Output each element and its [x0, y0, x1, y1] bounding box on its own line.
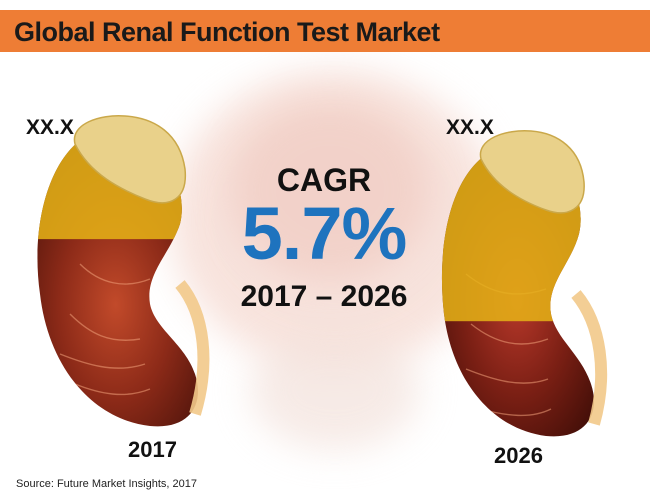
- title-bar: Global Renal Function Test Market: [0, 10, 650, 52]
- background-glow-lower: [250, 330, 420, 450]
- cagr-label: CAGR: [276, 162, 372, 198]
- source-note: Source: Future Market Insights, 2017: [16, 478, 197, 490]
- kidney-2017: [30, 114, 220, 432]
- page-title: Global Renal Function Test Market: [14, 17, 440, 47]
- cagr-value: 5.7%: [241, 192, 408, 275]
- cagr-period: 2017 – 2026: [240, 280, 408, 313]
- value-label-2026: XX.X: [446, 116, 494, 139]
- kidney-2017-graphic: [37, 115, 210, 427]
- kidney-2026-graphic: [441, 130, 608, 437]
- value-label-2017: XX.X: [26, 116, 74, 139]
- year-label-2017: 2017: [128, 437, 177, 462]
- background-glow-inner: [230, 100, 430, 280]
- year-label-2026: 2026: [494, 443, 543, 468]
- kidney-2026: [436, 124, 616, 444]
